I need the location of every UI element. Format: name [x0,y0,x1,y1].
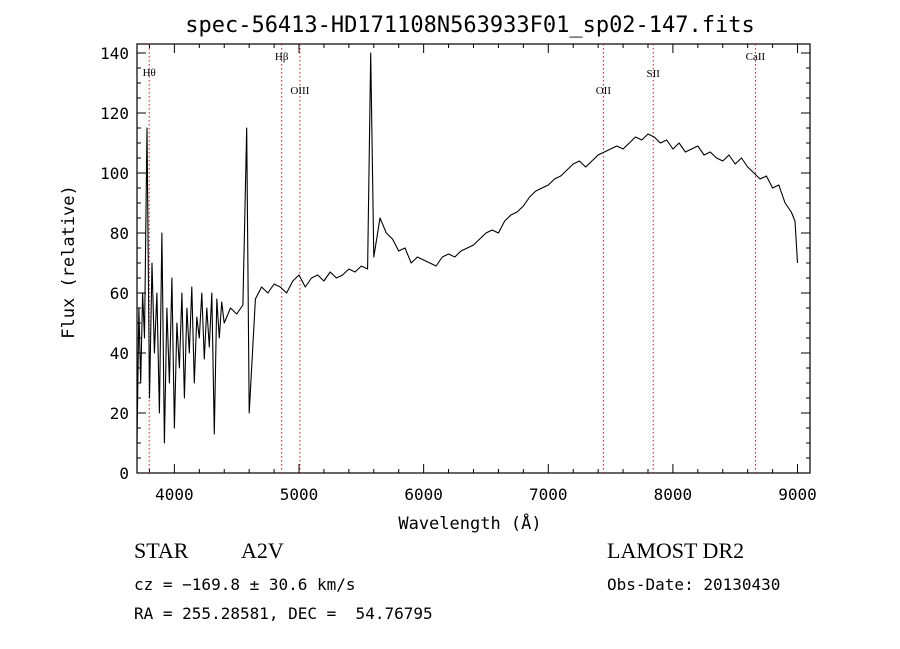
axis-ticks [137,44,810,474]
y-tick-label: 60 [110,284,129,303]
y-tick-label: 0 [119,464,129,483]
object-subclass: A2V [241,538,284,563]
coordinates: RA = 255.28581, DEC = 54.76795 [134,604,433,623]
x-tick-label: 5000 [280,485,319,504]
x-tick-label: 6000 [404,485,443,504]
y-tick-label: 40 [110,344,129,363]
y-tick-labels: 0 20 40 60 80 100 120 140 [100,44,129,483]
object-class: STAR [134,538,189,563]
line-marker-label: CaII [746,51,766,63]
spectrum-line-0 [136,52,799,444]
line-marker-label: SII [646,68,660,80]
redshift-cz: cz = −169.8 ± 30.6 km/s [134,575,356,594]
line-marker-label: Hβ [275,51,289,63]
y-tick-label: 120 [100,104,129,123]
x-axis-label: Wavelength (Å) [398,512,541,534]
y-tick-label: 20 [110,404,129,423]
line-marker-label: Hθ [143,67,156,79]
y-tick-label: 100 [100,164,129,183]
line-marker-label: OIII [290,85,309,97]
x-tick-label: 7000 [529,485,568,504]
observation-date: Obs-Date: 20130430 [607,575,780,594]
spectral-line-labels: Hθ Hβ OIII OII SII CaII [143,51,766,97]
chart-title: spec-56413-HD171108N563933F01_sp02-147.f… [185,13,755,38]
x-tick-label: 8000 [654,485,693,504]
survey-name: LAMOST DR2 [607,538,744,563]
spectrum-series [136,52,799,444]
line-marker-label: OII [596,85,612,97]
x-tick-label: 4000 [155,485,194,504]
y-tick-label: 80 [110,224,129,243]
spectral-line-markers [148,44,756,473]
y-tick-label: 140 [100,44,129,63]
y-axis-label: Flux (relative) [59,185,79,339]
plot-frame [136,43,811,474]
x-tick-labels: 4000 5000 6000 7000 8000 9000 [155,485,817,504]
x-tick-label: 9000 [778,485,817,504]
